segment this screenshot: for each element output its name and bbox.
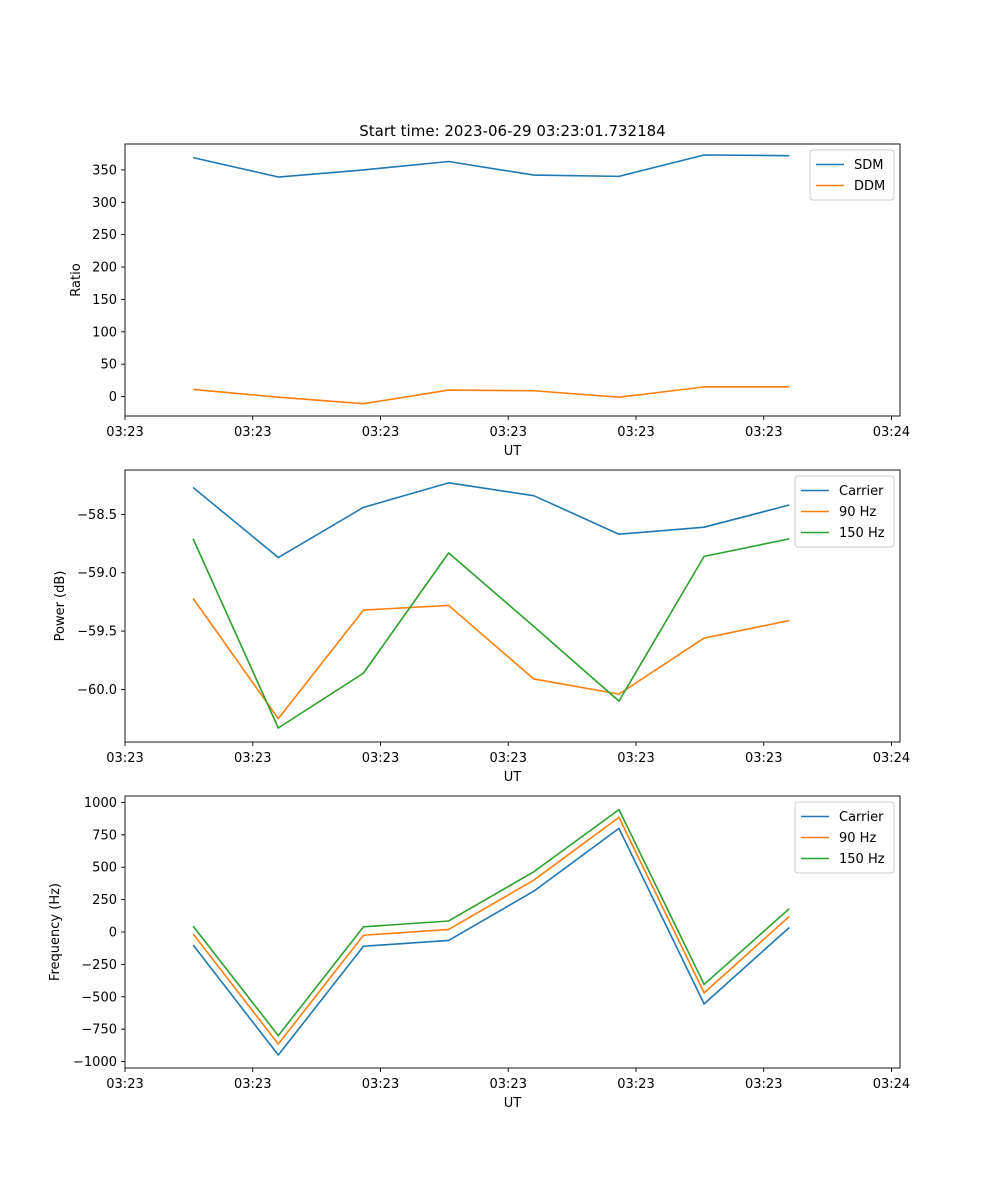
legend-label-90-hz: 90 Hz [839,831,876,846]
y-tick-label: 350 [92,163,117,178]
y-tick-label: −750 [81,1023,117,1038]
x-tick-label: 03:23 [617,751,654,766]
y-tick-label: 50 [100,358,117,373]
x-tick-label: 03:23 [362,1077,399,1092]
legend-box [794,801,895,874]
legend-label-90-hz: 90 Hz [839,505,876,520]
series-line-150-hz [192,538,790,729]
legend-label-ddm: DDM [854,179,885,194]
legend-label-sdm: SDM [854,158,883,173]
series-line-carrier [192,827,790,1056]
x-tick-label: 03:23 [745,751,782,766]
series-line-ddm [193,386,790,405]
y-tick-label: 200 [92,261,117,276]
x-tick-label: 03:23 [490,751,527,766]
y-tick-label: 150 [92,293,117,308]
x-tick-label: 03:24 [873,1077,910,1092]
x-tick-label: 03:24 [873,751,910,766]
y-axis-label: Power (dB) [53,571,68,642]
chart-title: Start time: 2023-06-29 03:23:01.732184 [359,122,665,140]
chart-panel-2: 03:23 03:23 03:23 03:23 03:23 03:23 03:24 −58.5… [53,469,910,785]
y-tick-label: 250 [92,893,117,908]
series-line-sdm [192,154,790,178]
x-axis-label: UT [504,770,522,785]
y-tick-label: 500 [92,861,117,876]
legend-label-150-hz: 150 Hz [839,852,885,867]
y-axis-label: Ratio [69,263,84,296]
plot-frame [124,143,901,417]
x-tick-label: 03:23 [490,1077,527,1092]
y-tick-label: 0 [109,390,117,405]
x-tick-label: 03:23 [362,425,399,440]
legend-box [809,149,895,201]
legend-label-carrier: Carrier [839,484,884,499]
chart-panel-3: 03:23 03:23 03:23 03:23 03:23 03:23 03:24 1000 7… [48,795,910,1111]
x-tick-label: 03:23 [234,1077,271,1092]
y-tick-label: −58.5 [77,508,117,523]
legend: Carrier 90 Hz 150 Hz [794,475,895,548]
series-line-carrier [192,482,790,559]
x-axis-label: UT [504,1096,522,1111]
plot-frame [124,469,901,743]
x-tick-label: 03:23 [234,425,271,440]
chart-panel-1: Start time: 2023-06-29 03:23:01.73218403… [69,122,910,459]
x-tick-label: 03:23 [362,751,399,766]
y-tick-label: −59.0 [77,566,117,581]
legend-label-150-hz: 150 Hz [839,526,885,541]
legend: Carrier 90 Hz 150 Hz [794,801,895,874]
y-tick-label: 250 [92,228,117,243]
x-tick-label: 03:23 [745,425,782,440]
y-tick-label: −1000 [73,1055,117,1070]
series-line-150-hz [192,808,790,1037]
legend: SDM DDM [809,149,895,201]
y-tick-label: 750 [92,828,117,843]
y-tick-label: −250 [81,958,117,973]
x-tick-label: 03:23 [617,425,654,440]
y-tick-label: 1000 [84,796,117,811]
y-tick-label: −500 [81,990,117,1005]
series-line-90-hz [192,816,790,1045]
x-tick-label: 03:24 [873,425,910,440]
x-tick-label: 03:23 [617,1077,654,1092]
series-line-90-hz [192,597,790,720]
x-tick-label: 03:23 [106,1077,143,1092]
x-tick-label: 03:23 [490,425,527,440]
x-tick-label: 03:23 [106,425,143,440]
y-tick-label: −59.5 [77,625,117,640]
x-tick-label: 03:23 [234,751,271,766]
x-tick-label: 03:23 [106,751,143,766]
y-tick-label: 300 [92,196,117,211]
y-tick-label: 0 [109,926,117,941]
y-tick-label: −60.0 [77,683,117,698]
legend-box [794,475,895,548]
y-tick-label: 100 [92,325,117,340]
y-axis-label: Frequency (Hz) [48,883,63,981]
x-axis-label: UT [504,444,522,459]
x-tick-label: 03:23 [745,1077,782,1092]
legend-label-carrier: Carrier [839,810,884,825]
